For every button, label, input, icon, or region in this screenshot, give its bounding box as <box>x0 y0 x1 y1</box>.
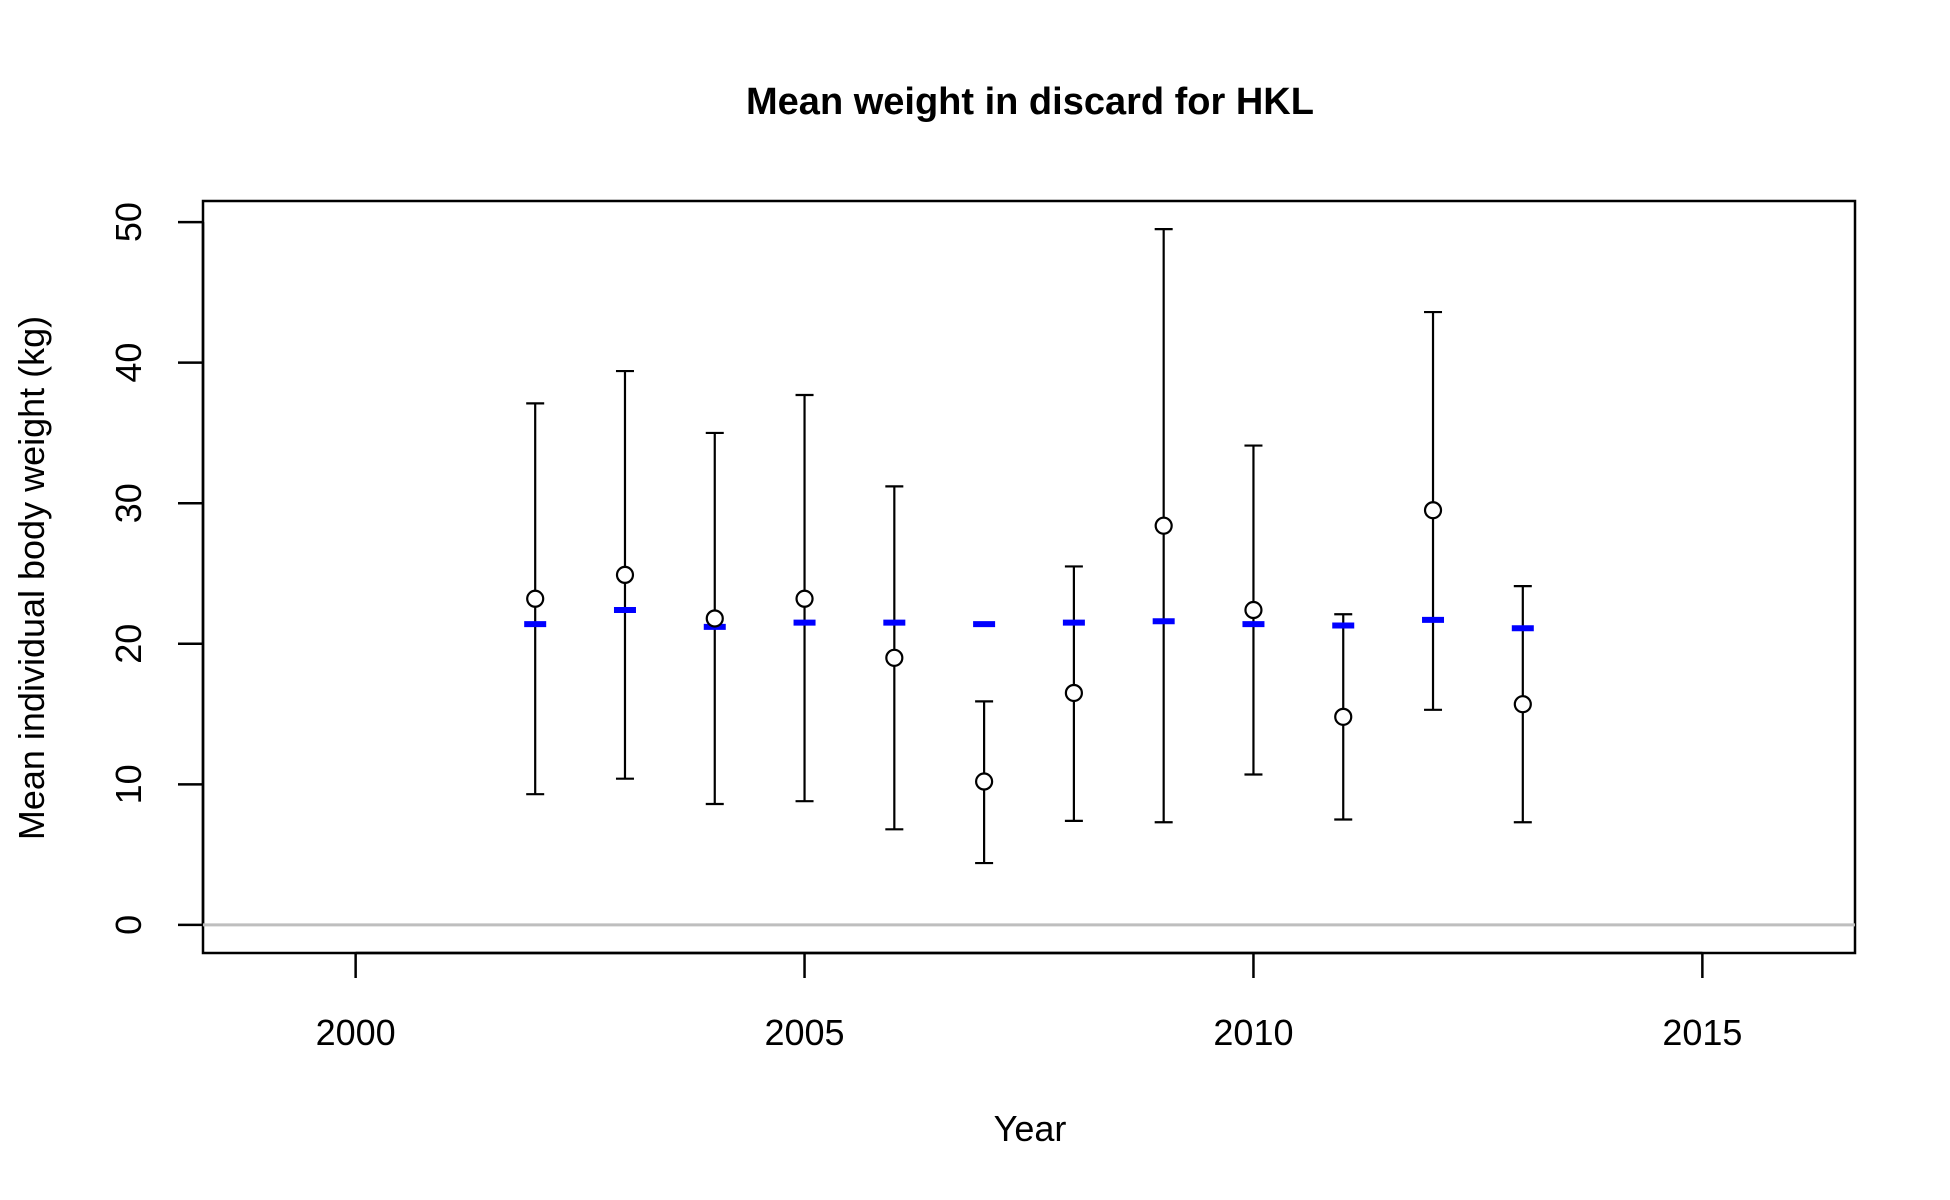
y-tick-label: 0 <box>108 915 149 935</box>
data-point <box>705 609 724 628</box>
x-tick-label: 2000 <box>316 1012 396 1053</box>
x-tick-label: 2015 <box>1662 1012 1742 1053</box>
data-point <box>1423 501 1443 520</box>
y-tick-label: 40 <box>108 343 149 383</box>
data-point <box>615 565 635 584</box>
blue-dashes <box>524 607 1534 632</box>
y-axis: 0 10 20 30 40 50 <box>108 202 205 935</box>
y-tick-label: 50 <box>108 202 149 242</box>
x-axis: 2000 2005 2010 2015 <box>316 951 1742 1053</box>
data-point <box>975 772 994 791</box>
data-point <box>1154 516 1173 535</box>
chart-title: Mean weight in discard for HKL <box>746 81 1314 123</box>
y-tick-label: 30 <box>108 483 149 523</box>
data-point <box>1064 683 1083 703</box>
x-axis-label: Year <box>994 1108 1067 1149</box>
data-point <box>885 648 904 667</box>
data-point <box>795 589 814 608</box>
plot-frame <box>201 199 1857 955</box>
data-point <box>1244 600 1263 620</box>
x-tick-label: 2005 <box>764 1012 844 1053</box>
error-bars <box>526 228 1532 865</box>
data-point <box>1334 707 1353 726</box>
data-point <box>1513 695 1532 714</box>
y-tick-label: 10 <box>108 764 149 804</box>
x-tick-label: 2010 <box>1213 1012 1293 1053</box>
data-points <box>526 501 1532 791</box>
y-tick-label: 20 <box>108 624 149 664</box>
y-axis-label: Mean individual body weight (kg) <box>11 316 52 840</box>
data-point <box>526 589 545 608</box>
